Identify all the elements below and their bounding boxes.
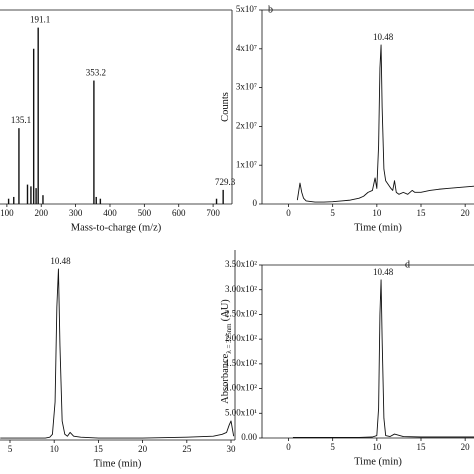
x-tick-label: 700 bbox=[206, 208, 220, 218]
y-tick-label: 0.00 bbox=[241, 432, 257, 442]
y-tick-label: 3.00x10² bbox=[225, 284, 257, 294]
y-tick-label: 2.50x10² bbox=[225, 308, 257, 318]
trace bbox=[0, 268, 235, 439]
x-tick-label: 300 bbox=[69, 208, 83, 218]
panel-label: b bbox=[268, 4, 273, 15]
x-tick-label: 10 bbox=[372, 208, 382, 218]
y-tick-label: 2.00x10² bbox=[225, 333, 257, 343]
x-tick-label: 400 bbox=[103, 208, 117, 218]
peak-label: 353.2 bbox=[86, 68, 106, 78]
y-tick-label: 5.00x10¹ bbox=[225, 407, 257, 417]
x-tick-label: 0 bbox=[286, 442, 291, 452]
y-tick-label: 0 bbox=[253, 198, 258, 208]
y-tick-label: 1x10⁷ bbox=[236, 159, 257, 169]
x-tick-label: 30 bbox=[227, 444, 237, 454]
y-tick-label: 1.00x10² bbox=[225, 383, 257, 393]
panel-label: d bbox=[405, 259, 410, 270]
x-tick-label: 10 bbox=[372, 442, 382, 452]
y-tick-label: 4x10⁷ bbox=[236, 43, 257, 53]
y-axis-title: Absorbanceλ = 325nm(AU) bbox=[220, 299, 232, 404]
x-tick-label: 20 bbox=[461, 208, 471, 218]
x-tick-label: 10 bbox=[50, 444, 60, 454]
y-axis-title-main: Counts bbox=[220, 92, 231, 122]
y-tick-label: 1.50x10² bbox=[225, 358, 257, 368]
x-tick-label: 5 bbox=[8, 444, 13, 454]
x-tick-label: 5 bbox=[330, 208, 335, 218]
y-tick-label: 3x10⁷ bbox=[236, 82, 257, 92]
peak-label: 191.1 bbox=[30, 15, 50, 25]
peak-label: 10.48 bbox=[373, 32, 394, 42]
y-axis-title-main: Absorbance bbox=[220, 353, 231, 403]
x-axis-title: Time (min) bbox=[354, 222, 402, 233]
x-axis-title: Time (min) bbox=[94, 458, 142, 469]
x-tick-label: 15 bbox=[94, 444, 104, 454]
x-tick-label: 15 bbox=[417, 442, 427, 452]
y-tick-label: 5x10⁷ bbox=[236, 4, 257, 14]
x-axis-title: Mass-to-charge (m/z) bbox=[71, 222, 162, 233]
x-tick-label: 200 bbox=[34, 208, 48, 218]
y-axis-title-unit: (AU) bbox=[220, 299, 231, 322]
x-tick-label: 600 bbox=[172, 208, 186, 218]
x-tick-label: 25 bbox=[182, 444, 192, 454]
peak-label: 10.48 bbox=[373, 267, 394, 277]
x-tick-label: 0 bbox=[286, 208, 291, 218]
x-tick-label: 500 bbox=[138, 208, 152, 218]
y-tick-label: 2x10⁷ bbox=[236, 120, 257, 130]
y-axis-title: Counts bbox=[220, 92, 231, 122]
peak-label: 729.3 bbox=[215, 177, 236, 187]
trace bbox=[296, 44, 474, 203]
peak-label: 10.48 bbox=[50, 256, 71, 266]
x-tick-label: 5 bbox=[330, 442, 335, 452]
y-axis-title-sub: λ = 325nm bbox=[225, 323, 233, 354]
peak-label: 135.1 bbox=[11, 115, 31, 125]
x-tick-label: 15 bbox=[417, 208, 427, 218]
trace bbox=[292, 279, 474, 438]
x-tick-label: 20 bbox=[461, 442, 471, 452]
x-tick-label: 20 bbox=[138, 444, 148, 454]
x-axis-title: Time (min) bbox=[354, 456, 402, 467]
y-tick-label: 3.50x10² bbox=[225, 259, 257, 269]
x-tick-label: 100 bbox=[0, 208, 14, 218]
